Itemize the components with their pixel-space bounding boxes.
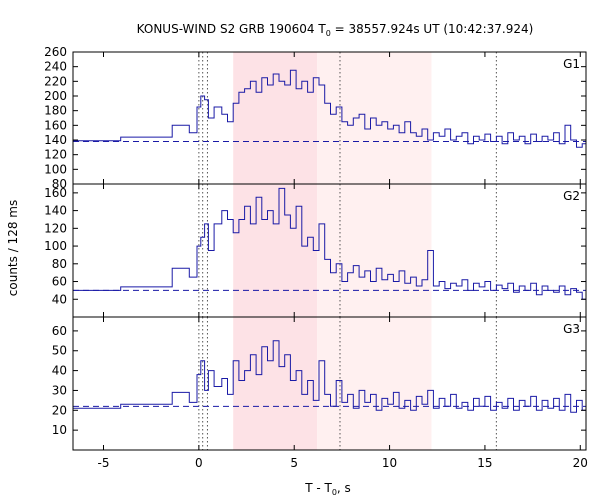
y-tick-label: 180 [44,104,67,118]
y-tick-label: 160 [44,118,67,132]
panels: 80100120140160180200220240260G1406080100… [44,45,588,470]
y-tick-label: 140 [44,133,67,147]
y-tick-label: 100 [44,239,67,253]
shaded-interval-1 [233,317,318,450]
x-tick-label: 10 [382,456,397,470]
panel-g3: 10 20 30 40 50 60 G3 [52,316,587,451]
x-tick-label: 20 [573,456,588,470]
y-tick-label: 40 [52,292,67,306]
series-g3 [73,340,586,413]
y-tick-label: 60 [52,275,67,289]
y-tick-label: 20 [52,403,67,417]
panel-label: G3 [563,322,580,336]
y-axis-label: counts / 128 ms [6,200,20,296]
shaded-interval-1 [233,52,318,184]
y-tick-label: 140 [44,204,67,218]
y-tick-label: 200 [44,89,67,103]
y-tick-label: 120 [44,221,67,235]
y-tick-label: 60 [52,324,67,338]
y-tick-label: 30 [52,383,67,397]
y-tick-label: 160 [44,186,67,200]
series-g1 [73,69,586,148]
series-g2 [73,187,586,300]
x-tick-label: 0 [195,456,203,470]
y-tick-label: 50 [52,344,67,358]
panel-g2: 40 60 80 100 120 140 160 G2 [44,183,587,318]
x-tick-label: -5 [98,456,110,470]
y-tick-label: 80 [52,257,67,271]
y-tick-label: 100 [44,162,67,176]
shaded-interval-2 [317,184,432,317]
y-tick-label: 260 [44,45,67,59]
y-tick-label: 220 [44,74,67,88]
x-tick-label: 5 [290,456,298,470]
shaded-interval-2 [317,317,432,450]
chart-title: KONUS-WIND S2 GRB 190604 T0 = 38557.924s… [137,22,534,38]
panel-label: G1 [563,57,580,71]
x-tick-label: 15 [477,456,492,470]
y-tick-label: 120 [44,148,67,162]
shaded-interval-1 [233,184,318,317]
y-tick-label: 10 [52,423,67,437]
panel-frame [72,316,587,451]
y-tick-label: 240 [44,60,67,74]
panel-label: G2 [563,189,580,203]
y-tick-label: 40 [52,364,67,378]
y-tick-label: 80 [52,177,67,191]
x-axis-label: T - T0, s [304,481,351,497]
